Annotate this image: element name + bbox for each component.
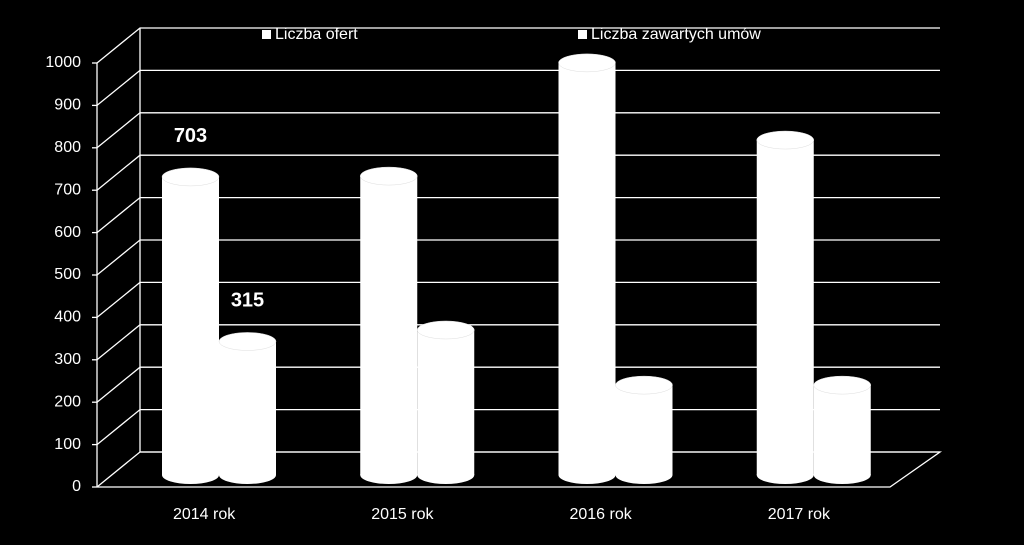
bar: [615, 385, 673, 475]
grid-line: [96, 196, 940, 234]
grid-line: [96, 451, 940, 488]
grid-line: [96, 366, 940, 403]
bar: [417, 329, 475, 475]
y-tick-label: 200: [54, 393, 81, 410]
y-tick-label: 400: [54, 309, 81, 326]
y-tick-label: 500: [54, 266, 81, 283]
data-label: 315: [231, 290, 264, 312]
grid-line: [96, 408, 940, 446]
bar-cap: [615, 375, 673, 395]
y-tick-label: 300: [54, 351, 81, 368]
grid-line: [96, 239, 940, 276]
y-tick-label: 100: [54, 436, 81, 453]
y-tick-label: 800: [54, 139, 81, 156]
legend-swatch: [578, 30, 587, 39]
legend-label: Liczba ofert: [275, 26, 358, 43]
bar: [756, 140, 814, 476]
y-tick-label: 1000: [45, 54, 81, 71]
grid-line: [96, 27, 940, 64]
legend-label: Liczba zawartych umów: [591, 26, 761, 43]
bar: [219, 341, 276, 475]
grid-line: [96, 324, 940, 361]
bar: [162, 176, 219, 476]
bar-cap: [813, 375, 871, 395]
bar-cap: [756, 130, 814, 150]
bar-cap: [218, 332, 277, 351]
x-tick-label: 2014 rok: [173, 506, 236, 523]
x-tick-label: 2016 rok: [569, 506, 632, 523]
bar: [360, 176, 418, 475]
bar-cap: [161, 167, 220, 187]
bar-cap: [360, 166, 418, 186]
grid-line: [96, 112, 940, 149]
x-tick-label: 2015 rok: [371, 506, 434, 523]
y-tick-label: 0: [72, 478, 81, 495]
x-tick-label: 2017 rok: [768, 506, 831, 523]
y-tick-label: 900: [54, 97, 81, 114]
bar: [558, 62, 616, 475]
y-tick-label: 600: [54, 224, 81, 241]
data-label: 703: [174, 125, 207, 147]
bar-cap: [417, 320, 475, 340]
legend-swatch: [262, 30, 271, 39]
y-tick-label: 700: [54, 181, 81, 198]
bar: [813, 385, 871, 475]
bar-cap: [558, 53, 616, 73]
grid-line: [96, 281, 940, 318]
grid-line: [96, 69, 940, 106]
grid-line: [96, 154, 940, 191]
